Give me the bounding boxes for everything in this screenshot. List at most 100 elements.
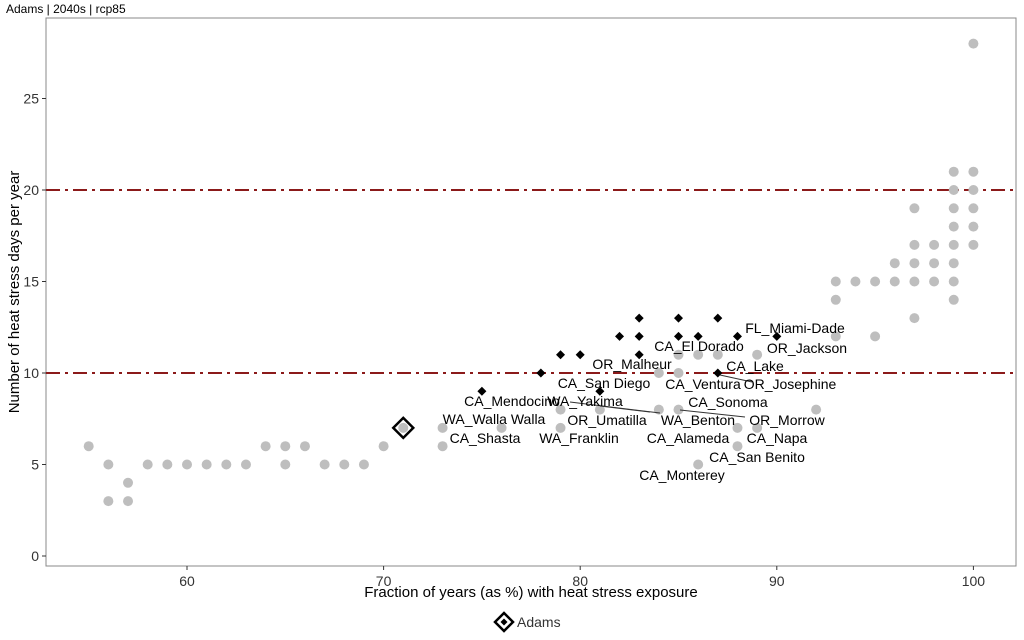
x-axis-label: Fraction of years (as %) with heat stres… xyxy=(364,584,697,601)
county-point xyxy=(909,276,920,287)
county-point xyxy=(948,221,959,232)
county-point xyxy=(437,441,448,452)
labeled-county-point xyxy=(477,386,487,396)
county-point xyxy=(280,459,291,470)
x-tick-label: 90 xyxy=(769,573,785,589)
county-point xyxy=(850,276,861,287)
county-point xyxy=(693,349,704,360)
county-point xyxy=(948,185,959,195)
county-point xyxy=(673,404,684,415)
county-point xyxy=(260,441,271,452)
label-connector xyxy=(679,409,746,418)
county-point xyxy=(732,441,743,452)
county-point xyxy=(830,294,841,305)
county-point xyxy=(358,459,369,470)
county-point xyxy=(103,459,114,470)
point-label: OR_Malheur xyxy=(592,356,672,372)
county-point xyxy=(968,38,979,49)
county-point xyxy=(948,276,959,287)
point-label: CA_Mendocino xyxy=(464,393,560,409)
county-point xyxy=(712,349,723,360)
county-point xyxy=(948,166,959,177)
county-point xyxy=(752,349,763,360)
county-point xyxy=(929,276,940,287)
point-label: CA_El Dorado xyxy=(654,338,744,354)
county-point xyxy=(948,203,959,214)
county-point xyxy=(968,239,979,250)
x-tick-label: 80 xyxy=(572,573,588,589)
county-point xyxy=(398,422,409,433)
labeled-county-point xyxy=(536,368,546,378)
county-point xyxy=(693,459,704,470)
labeled-county-point xyxy=(693,331,703,341)
point-label: CA_Alameda xyxy=(647,430,730,446)
county-point xyxy=(594,404,605,415)
county-point xyxy=(555,404,566,415)
county-point xyxy=(929,239,940,250)
x-tick-label: 60 xyxy=(179,573,195,589)
y-tick-label: 10 xyxy=(23,365,39,381)
county-point xyxy=(968,203,979,214)
county-point xyxy=(948,239,959,250)
point-label: CA_San Benito xyxy=(709,449,805,465)
y-tick-label: 25 xyxy=(23,91,39,107)
y-tick-label: 20 xyxy=(23,182,39,198)
label-connector xyxy=(599,405,651,413)
county-point xyxy=(339,459,350,470)
county-point xyxy=(968,221,979,232)
county-point xyxy=(280,441,291,452)
y-tick-label: 15 xyxy=(23,274,39,290)
county-point xyxy=(83,441,94,452)
county-point xyxy=(496,422,507,433)
y-tick-label: 5 xyxy=(31,457,39,473)
point-label: CA_Shasta xyxy=(450,430,521,446)
county-point xyxy=(929,258,940,269)
y-tick-label: 0 xyxy=(31,548,39,564)
labeled-county-point xyxy=(732,331,742,341)
point-label: OR_Umatilla xyxy=(567,412,647,428)
county-point xyxy=(752,422,763,433)
county-point xyxy=(221,459,232,470)
legend-diamond-center-icon xyxy=(500,618,508,626)
labeled-county-point xyxy=(772,331,782,341)
county-point xyxy=(811,404,822,415)
county-point xyxy=(870,276,881,287)
legend-label: Adams xyxy=(517,614,561,630)
point-label: CA_San Diego xyxy=(558,375,651,391)
county-point xyxy=(968,166,979,177)
county-point xyxy=(555,422,566,433)
county-point xyxy=(182,459,192,470)
county-point xyxy=(909,313,920,324)
county-point xyxy=(123,477,134,488)
county-point xyxy=(909,239,920,250)
point-label: OR_Morrow xyxy=(749,412,825,428)
county-point xyxy=(142,459,153,470)
county-point xyxy=(162,459,173,470)
point-label: CA_Lake xyxy=(726,358,784,374)
point-label: FL_Miami-Dade xyxy=(745,320,845,336)
x-tick-label: 100 xyxy=(962,573,986,589)
adams-highlight-marker xyxy=(391,416,416,440)
county-point xyxy=(240,459,251,470)
county-point xyxy=(732,422,743,433)
x-tick-label: 70 xyxy=(376,573,392,589)
plot-frame xyxy=(45,17,1017,567)
labeled-county-point xyxy=(556,350,566,360)
county-point xyxy=(889,276,900,287)
county-point xyxy=(103,496,114,507)
county-point xyxy=(201,459,212,470)
county-point xyxy=(437,422,448,433)
county-point xyxy=(870,331,881,342)
county-point xyxy=(830,276,841,287)
point-label: CA_Napa xyxy=(747,430,808,446)
county-point xyxy=(123,496,134,507)
county-point xyxy=(299,441,310,452)
point-label: WA_Franklin xyxy=(539,430,619,446)
labeled-county-point xyxy=(674,313,683,323)
point-label: WA_Benton xyxy=(661,412,735,428)
county-point xyxy=(909,258,920,269)
y-axis-label: Number of heat stress days per year xyxy=(6,171,23,414)
county-point xyxy=(319,459,330,470)
point-label: WA_Yakima xyxy=(547,393,623,409)
